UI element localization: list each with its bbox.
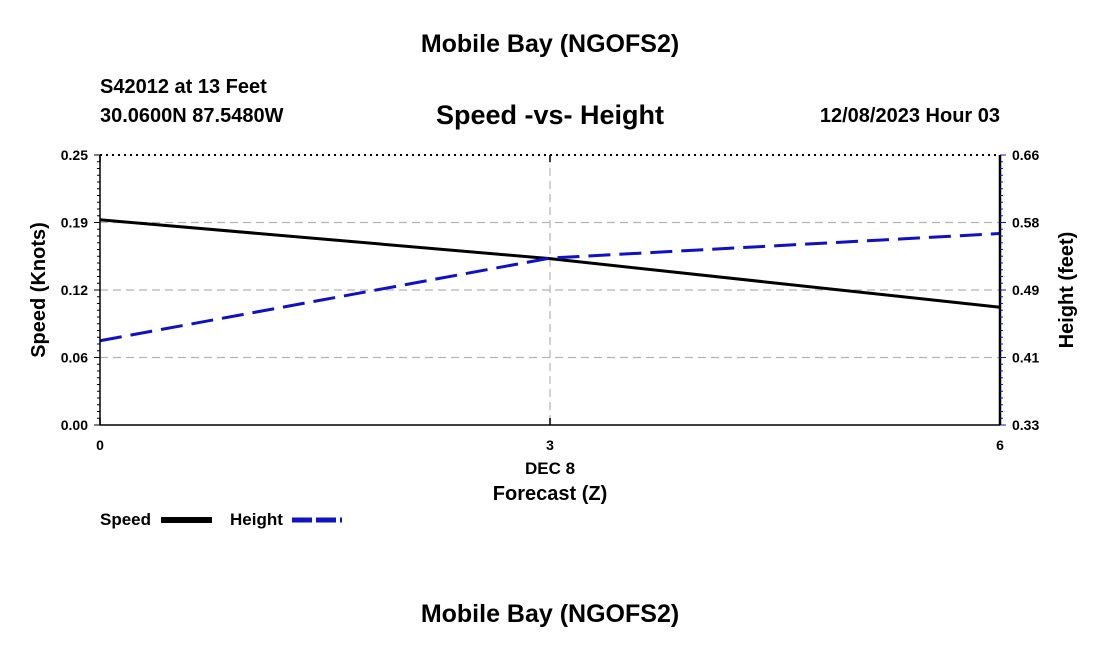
station-label: S42012 at 13 Feet: [100, 76, 267, 98]
forecast-datetime: 12/08/2023 Hour 03: [819, 105, 1000, 127]
y-tick-label: 0.00: [61, 417, 88, 433]
chart-title-top: Mobile Bay (NGOFS2): [420, 30, 680, 58]
y-right-tick-label: 0.41: [1012, 350, 1039, 366]
y-right-axis-label: Height (feet): [1056, 232, 1078, 349]
y-tick-label: 0.19: [61, 215, 88, 231]
legend-label-speed: Speed: [100, 510, 151, 529]
station-coordinates: 30.0600N 87.5480W: [100, 105, 284, 127]
y-tick-label: 0.25: [61, 147, 88, 163]
y-axis-label: Speed (Knots): [28, 222, 50, 358]
x-axis-label: Forecast (Z): [493, 483, 607, 505]
y-right-tick-label: 0.49: [1012, 282, 1039, 298]
y-tick-label: 0.06: [61, 350, 88, 366]
x-date-label: DEC 8: [525, 459, 575, 478]
legend: Speed Height: [100, 510, 342, 529]
labels-layer: 0.00 0.06 0.12 0.19 0.25 0.33 0.41 0.49 0.58 0.66…: [28, 147, 1078, 505]
chart-subtitle: Speed -vs- Height: [435, 100, 665, 130]
y-right-tick-label: 0.66: [1012, 147, 1039, 163]
y-right-tick-label: 0.58: [1012, 215, 1039, 231]
series-line-speed: [99, 218, 1001, 309]
axes-layer: [94, 154, 1006, 426]
y-right-tick-label: 0.33: [1012, 417, 1039, 433]
y-tick-label: 0.12: [61, 282, 88, 298]
x-tick-label: 6: [996, 437, 1004, 453]
grid-layer: [100, 155, 1000, 425]
x-tick-label: 3: [546, 437, 554, 453]
x-tick-label: 0: [96, 437, 104, 453]
series-line-height: [99, 232, 1001, 343]
legend-label-height: Height: [230, 510, 283, 529]
series-layer: [99, 218, 1001, 343]
chart-title-bottom: Mobile Bay (NGOFS2): [420, 600, 680, 628]
